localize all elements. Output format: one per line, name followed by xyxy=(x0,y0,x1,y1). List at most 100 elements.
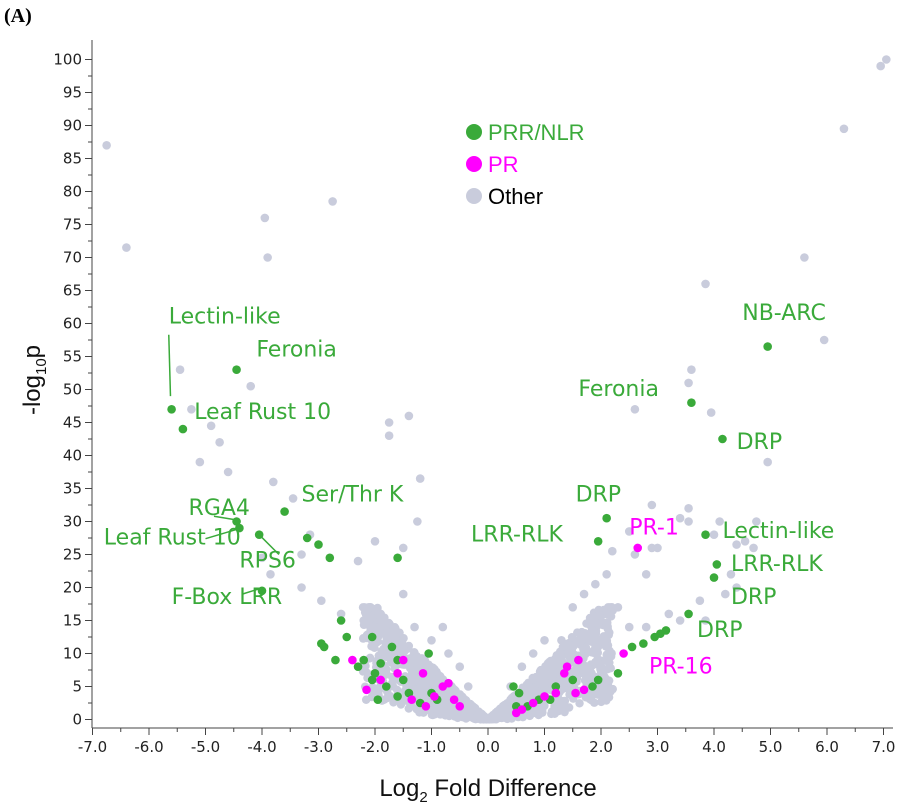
data-point-pr xyxy=(540,692,549,701)
data-point-other xyxy=(641,570,651,579)
data-point-other xyxy=(598,664,608,673)
data-point-other xyxy=(589,648,598,658)
data-point-other xyxy=(721,589,730,599)
data-point-other xyxy=(206,421,216,431)
data-point-other xyxy=(732,540,741,549)
annotation-label: PR-16 xyxy=(649,654,713,679)
data-point-other xyxy=(501,709,511,719)
data-point-other xyxy=(664,609,674,619)
x-tick-label: -5.0 xyxy=(191,738,220,756)
data-point-other xyxy=(566,655,575,665)
data-point-other xyxy=(365,653,375,663)
data-point-other xyxy=(647,500,657,510)
data-point-prr-nlr xyxy=(568,675,578,685)
data-point-other xyxy=(819,335,829,345)
x-axis-title-rest: Fold Difference xyxy=(428,775,597,802)
data-point-other xyxy=(353,556,363,566)
data-point-prr-nlr xyxy=(509,682,518,691)
y-tick-label: 60 xyxy=(63,315,82,333)
data-point-other xyxy=(400,646,409,655)
x-tick-label: 6.0 xyxy=(815,738,839,756)
data-point-prr-nlr xyxy=(424,649,433,658)
data-point-other xyxy=(763,457,772,467)
data-point-other xyxy=(684,504,693,513)
data-point-prr-nlr xyxy=(314,540,323,549)
data-point-other xyxy=(732,583,741,592)
data-point-prr-nlr xyxy=(551,682,561,691)
data-point-pr xyxy=(430,692,439,701)
data-point-other xyxy=(607,603,617,612)
data-point-pr xyxy=(444,678,453,688)
data-point-prr-nlr xyxy=(656,629,665,638)
data-point-other xyxy=(380,695,389,704)
data-point-prr-nlr xyxy=(684,609,693,619)
data-point-prr-nlr xyxy=(367,632,377,642)
data-point-prr-nlr xyxy=(232,365,241,375)
data-point-other xyxy=(701,616,710,625)
legend-label: PR xyxy=(488,152,519,177)
data-point-pr xyxy=(407,695,417,704)
data-point-other xyxy=(328,197,337,206)
data-point-other xyxy=(297,583,306,592)
y-tick-label: 20 xyxy=(63,579,82,597)
data-point-other xyxy=(368,613,377,623)
data-point-other xyxy=(467,701,476,711)
data-point-other xyxy=(605,658,614,667)
data-point-prr-nlr xyxy=(382,682,391,691)
x-tick-label: 2.0 xyxy=(589,738,613,756)
x-tick-label: 4.0 xyxy=(702,738,726,756)
x-tick-label: -7.0 xyxy=(78,738,107,756)
data-point-other xyxy=(540,636,549,645)
data-point-other xyxy=(444,649,453,658)
data-point-prr-nlr xyxy=(257,586,267,596)
data-point-other xyxy=(382,669,391,679)
data-point-other xyxy=(675,616,685,625)
data-point-other xyxy=(187,405,196,414)
data-point-other xyxy=(726,570,736,579)
annotation-label: DRP xyxy=(697,618,743,643)
data-point-other xyxy=(451,686,460,696)
data-point-prr-nlr xyxy=(593,675,603,685)
data-point-prr-nlr xyxy=(639,639,648,648)
data-point-other xyxy=(630,405,640,414)
data-point-other xyxy=(602,650,611,659)
data-point-other xyxy=(839,124,849,134)
data-point-other xyxy=(613,603,623,612)
y-tick-label: 0 xyxy=(72,711,82,729)
annotation-label: Leaf Rust 10 xyxy=(194,400,331,425)
data-point-other xyxy=(377,621,386,631)
data-point-other xyxy=(590,614,599,623)
annotation-label: NB-ARC xyxy=(742,301,826,326)
legend: PRR/NLR PR Other xyxy=(466,120,585,209)
y-axis-title-sub: 10 xyxy=(33,358,50,375)
x-axis-title: Log2 Fold Difference xyxy=(379,775,596,802)
annotation-label: Lectin-like xyxy=(722,519,834,544)
data-point-other xyxy=(418,656,427,665)
x-tick-label: 7.0 xyxy=(872,738,896,756)
data-point-other xyxy=(604,676,614,685)
data-point-other xyxy=(384,418,394,427)
annotation-label: F-Box LRR xyxy=(172,585,283,610)
data-point-other xyxy=(269,477,278,487)
data-point-other xyxy=(424,660,433,669)
data-point-pr xyxy=(398,655,408,665)
x-tick-label: 3.0 xyxy=(646,738,670,756)
data-point-other xyxy=(366,624,375,633)
y-axis-title: -log10p xyxy=(19,345,50,415)
data-point-other xyxy=(876,61,885,71)
data-point-other xyxy=(371,684,381,693)
data-point-other xyxy=(575,699,584,708)
data-point-other xyxy=(536,665,546,675)
data-point-other xyxy=(359,634,368,643)
data-point-other xyxy=(624,622,634,632)
data-point-other xyxy=(336,609,346,619)
y-tick-label: 25 xyxy=(63,546,82,564)
y-tick-label: 30 xyxy=(63,513,82,531)
data-point-other xyxy=(398,543,408,553)
panel-label: (A) xyxy=(4,5,32,27)
data-point-pr xyxy=(362,685,371,695)
data-point-other xyxy=(426,672,436,682)
data-point-other xyxy=(266,570,275,579)
data-point-other xyxy=(489,714,498,723)
data-point-prr-nlr xyxy=(602,513,611,523)
